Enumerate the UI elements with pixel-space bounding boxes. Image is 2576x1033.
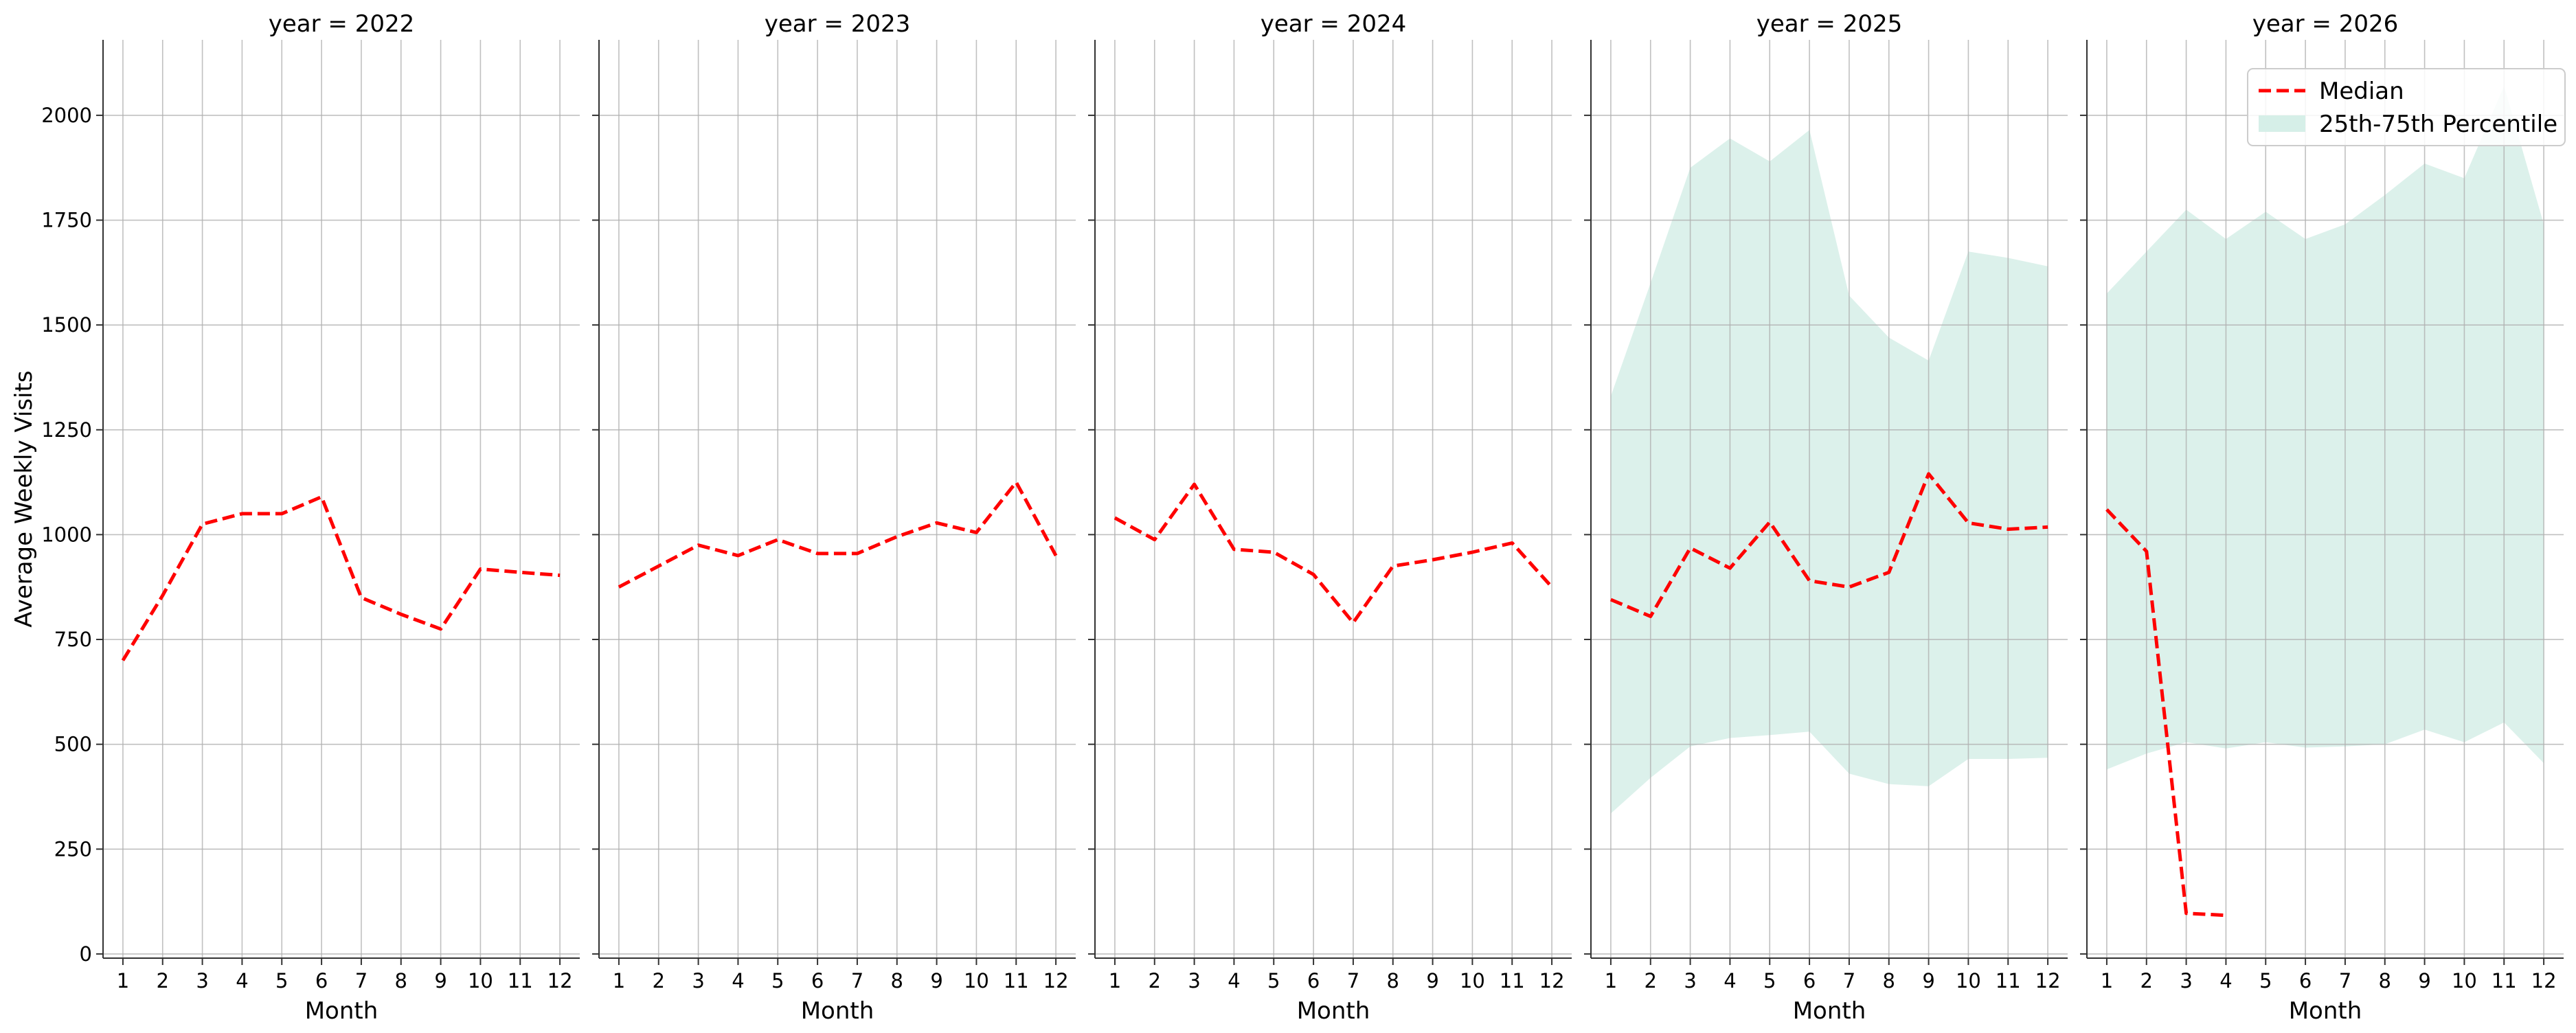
legend-box — [2247, 68, 2566, 146]
panel-title: year = 2024 — [1261, 10, 1406, 38]
x-tick-label: 6 — [315, 969, 328, 992]
y-tick-label: 750 — [54, 628, 92, 651]
x-tick-label: 4 — [732, 969, 744, 992]
legend-band-swatch — [2259, 115, 2305, 132]
x-tick-label: 10 — [964, 969, 989, 992]
x-tick-label: 11 — [2492, 969, 2517, 992]
median-line-1 — [121, 495, 561, 661]
x-tick-label: 2 — [653, 969, 665, 992]
x-tick-label: 12 — [2531, 969, 2557, 992]
x-tick-label: 1 — [1109, 969, 1121, 992]
x-tick-label: 8 — [395, 969, 407, 992]
x-tick-label: 5 — [2259, 969, 2272, 992]
x-tick-label: 12 — [1043, 969, 1069, 992]
x-tick-label: 5 — [771, 969, 784, 992]
x-axis-label: Month — [1297, 997, 1370, 1025]
x-tick-label: 3 — [692, 969, 704, 992]
y-axis-label: Average Weekly Visits — [10, 370, 38, 627]
x-tick-label: 12 — [1539, 969, 1565, 992]
x-tick-label: 10 — [2452, 969, 2477, 992]
median-line-2 — [618, 480, 1058, 589]
x-tick-label: 6 — [1307, 969, 1320, 992]
y-tick-label: 1250 — [41, 418, 92, 442]
x-axis-label: Month — [1793, 997, 1866, 1025]
x-tick-label: 3 — [1684, 969, 1696, 992]
percentile-band-5 — [2106, 86, 2544, 770]
x-tick-label: 6 — [1803, 969, 1816, 992]
x-tick-label: 9 — [930, 969, 942, 992]
x-tick-label: 9 — [434, 969, 447, 992]
x-tick-label: 1 — [1605, 969, 1617, 992]
x-tick-label: 11 — [1996, 969, 2021, 992]
x-tick-label: 1 — [2101, 969, 2113, 992]
x-tick-label: 8 — [891, 969, 903, 992]
x-tick-label: 6 — [2299, 969, 2312, 992]
x-tick-label: 10 — [468, 969, 493, 992]
x-tick-label: 5 — [275, 969, 288, 992]
median-line-4 — [1609, 472, 2048, 618]
x-tick-label: 10 — [1956, 969, 1981, 992]
x-tick-label: 11 — [1004, 969, 1029, 992]
y-tick-label: 500 — [54, 733, 92, 756]
x-tick-label: 4 — [236, 969, 248, 992]
x-tick-label: 12 — [2035, 969, 2061, 992]
x-tick-label: 11 — [1500, 969, 1525, 992]
legend: Median 25th-75th Percentile — [2247, 68, 2566, 146]
x-tick-label: 7 — [2339, 969, 2351, 992]
legend-band-label: 25th-75th Percentile — [2319, 111, 2557, 138]
y-tick-label: 1750 — [41, 209, 92, 232]
panel-title: year = 2022 — [269, 10, 414, 38]
legend-median-label: Median — [2319, 78, 2404, 105]
x-tick-label: 9 — [1426, 969, 1438, 992]
x-tick-label: 2 — [157, 969, 169, 992]
x-tick-label: 11 — [508, 969, 533, 992]
x-tick-label: 9 — [2418, 969, 2430, 992]
x-tick-label: 2 — [1149, 969, 1161, 992]
panel-title: year = 2026 — [2252, 10, 2398, 38]
x-tick-label: 4 — [1228, 969, 1240, 992]
x-tick-label: 6 — [811, 969, 824, 992]
x-tick-label: 4 — [1724, 969, 1736, 992]
x-tick-label: 1 — [613, 969, 625, 992]
x-tick-label: 9 — [1922, 969, 1934, 992]
x-tick-label: 8 — [2379, 969, 2391, 992]
panel-title: year = 2023 — [765, 10, 910, 38]
x-tick-label: 2 — [2140, 969, 2153, 992]
x-tick-label: 8 — [1387, 969, 1399, 992]
x-tick-label: 7 — [355, 969, 368, 992]
x-tick-label: 2 — [1645, 969, 1657, 992]
x-tick-label: 3 — [1188, 969, 1200, 992]
x-tick-label: 5 — [1267, 969, 1280, 992]
panel-title: year = 2025 — [1756, 10, 1902, 38]
y-tick-label: 2000 — [41, 104, 92, 127]
percentile-band-4 — [1610, 130, 2048, 814]
y-tick-label: 1500 — [41, 313, 92, 337]
y-tick-label: 0 — [80, 942, 92, 966]
y-tick-label: 1000 — [41, 523, 92, 546]
x-tick-label: 5 — [1763, 969, 1776, 992]
x-tick-label: 7 — [1347, 969, 1359, 992]
x-axis-label: Month — [2289, 997, 2362, 1025]
x-tick-label: 12 — [547, 969, 573, 992]
median-line-3 — [1114, 482, 1553, 625]
x-tick-label: 10 — [1460, 969, 1485, 992]
x-tick-label: 7 — [1843, 969, 1855, 992]
median-line-5 — [2105, 508, 2226, 918]
x-tick-label: 3 — [196, 969, 208, 992]
x-tick-label: 4 — [2219, 969, 2232, 992]
x-tick-label: 8 — [1883, 969, 1895, 992]
x-tick-label: 7 — [851, 969, 863, 992]
x-tick-label: 1 — [117, 969, 129, 992]
x-axis-label: Month — [801, 997, 874, 1025]
x-tick-label: 3 — [2180, 969, 2192, 992]
x-axis-label: Month — [305, 997, 379, 1025]
y-tick-label: 250 — [54, 837, 92, 861]
